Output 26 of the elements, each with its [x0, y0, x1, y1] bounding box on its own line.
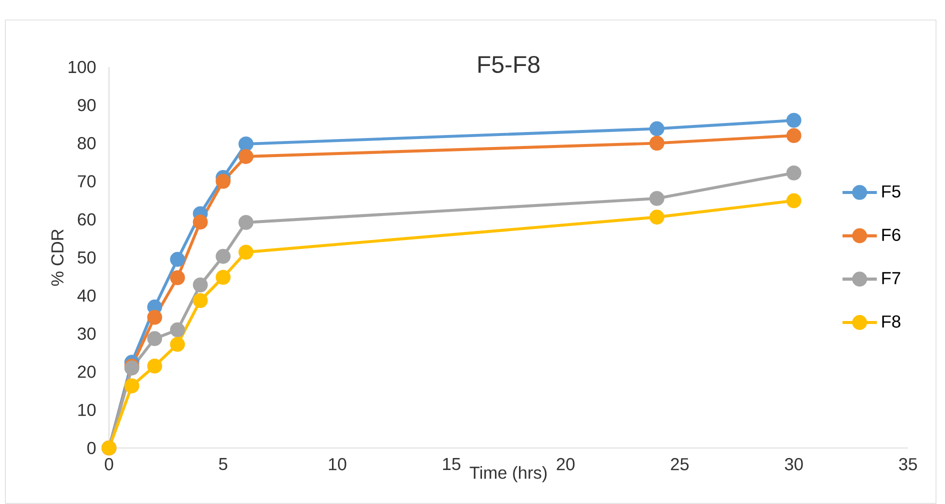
y-tick-label: 70: [78, 175, 96, 188]
legend-label: F8: [882, 315, 900, 328]
chart-title: F5-F8: [478, 56, 540, 73]
x-tick-label: 0: [104, 458, 114, 470]
legend-label: F7: [882, 272, 900, 284]
legend-label: F6: [882, 228, 900, 241]
x-tick-label: 15: [443, 458, 460, 470]
y-axis-title: % CDR: [51, 229, 64, 286]
x-axis-title: Time (hrs): [470, 466, 547, 482]
y-tick-label: 60: [78, 213, 96, 226]
legend-label: F5: [882, 185, 900, 198]
y-tick-label: 50: [78, 251, 96, 264]
y-tick-label: 20: [78, 366, 96, 378]
x-tick-label: 20: [556, 458, 575, 470]
x-tick-label: 10: [328, 458, 346, 470]
y-tick-label: 30: [78, 328, 96, 340]
y-tick-label: 10: [78, 404, 96, 416]
y-tick-label: 90: [78, 98, 96, 112]
y-tick-label: 0: [87, 442, 96, 454]
x-tick-label: 30: [784, 458, 803, 470]
y-tick-label: 100: [68, 60, 96, 74]
y-tick-label: 80: [78, 137, 96, 150]
y-tick-label: 40: [77, 289, 96, 302]
x-tick-label: 5: [219, 458, 228, 470]
x-tick-label: 35: [899, 458, 917, 470]
x-tick-label: 25: [670, 458, 689, 470]
